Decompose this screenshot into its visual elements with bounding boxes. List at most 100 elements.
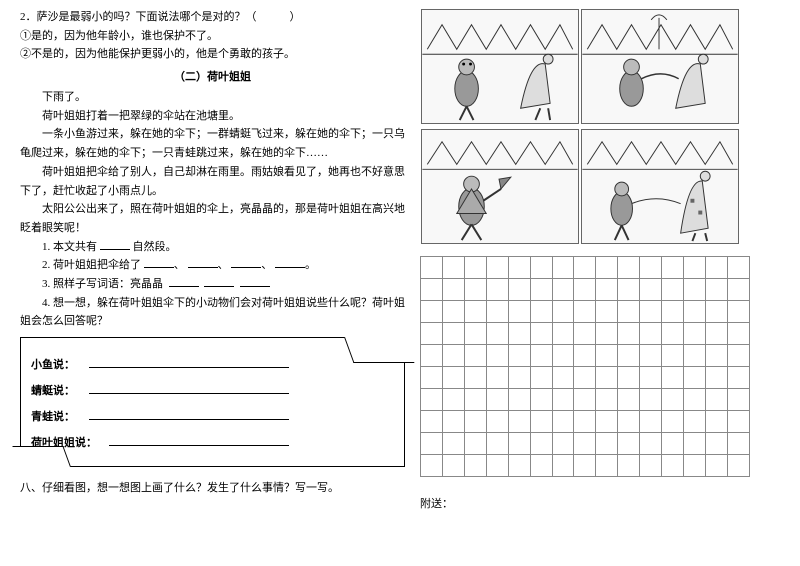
grid-cell[interactable]	[442, 411, 464, 433]
grid-cell[interactable]	[442, 345, 464, 367]
fish-answer[interactable]	[89, 357, 289, 368]
grid-cell[interactable]	[508, 455, 530, 477]
grid-cell[interactable]	[464, 389, 486, 411]
grid-cell[interactable]	[552, 389, 574, 411]
grid-cell[interactable]	[464, 257, 486, 279]
grid-cell[interactable]	[486, 345, 508, 367]
grid-cell[interactable]	[464, 323, 486, 345]
grid-cell[interactable]	[530, 345, 552, 367]
grid-cell[interactable]	[684, 367, 706, 389]
grid-cell[interactable]	[684, 257, 706, 279]
grid-cell[interactable]	[442, 455, 464, 477]
grid-cell[interactable]	[486, 455, 508, 477]
grid-cell[interactable]	[464, 433, 486, 455]
grid-cell[interactable]	[705, 323, 727, 345]
grid-cell[interactable]	[618, 455, 640, 477]
grid-cell[interactable]	[486, 301, 508, 323]
grid-cell[interactable]	[684, 301, 706, 323]
grid-cell[interactable]	[596, 455, 618, 477]
grid-cell[interactable]	[705, 433, 727, 455]
grid-cell[interactable]	[421, 301, 443, 323]
grid-cell[interactable]	[662, 257, 684, 279]
grid-cell[interactable]	[640, 367, 662, 389]
grid-cell[interactable]	[574, 411, 596, 433]
lotus-answer[interactable]	[109, 435, 289, 446]
grid-cell[interactable]	[640, 411, 662, 433]
grid-cell[interactable]	[421, 389, 443, 411]
grid-cell[interactable]	[442, 367, 464, 389]
grid-cell[interactable]	[684, 411, 706, 433]
grid-cell[interactable]	[574, 301, 596, 323]
grid-cell[interactable]	[530, 367, 552, 389]
blank-2[interactable]	[188, 257, 218, 268]
grid-cell[interactable]	[705, 411, 727, 433]
grid-cell[interactable]	[530, 257, 552, 279]
grid-cell[interactable]	[421, 411, 443, 433]
grid-cell[interactable]	[596, 411, 618, 433]
grid-cell[interactable]	[684, 433, 706, 455]
grid-cell[interactable]	[421, 323, 443, 345]
grid-cell[interactable]	[464, 367, 486, 389]
grid-cell[interactable]	[552, 433, 574, 455]
word-blank-3[interactable]	[240, 276, 270, 287]
grid-cell[interactable]	[727, 367, 749, 389]
blank-natural-paragraph[interactable]	[100, 239, 130, 250]
grid-cell[interactable]	[530, 433, 552, 455]
grid-cell[interactable]	[662, 345, 684, 367]
blank-1[interactable]	[144, 257, 174, 268]
grid-cell[interactable]	[486, 257, 508, 279]
grid-cell[interactable]	[662, 279, 684, 301]
grid-cell[interactable]	[486, 323, 508, 345]
grid-cell[interactable]	[727, 301, 749, 323]
grid-cell[interactable]	[662, 301, 684, 323]
grid-cell[interactable]	[530, 411, 552, 433]
grid-cell[interactable]	[464, 301, 486, 323]
grid-cell[interactable]	[662, 433, 684, 455]
grid-cell[interactable]	[684, 389, 706, 411]
grid-cell[interactable]	[640, 433, 662, 455]
grid-cell[interactable]	[640, 455, 662, 477]
grid-cell[interactable]	[552, 455, 574, 477]
grid-cell[interactable]	[508, 411, 530, 433]
grid-cell[interactable]	[552, 257, 574, 279]
grid-cell[interactable]	[508, 257, 530, 279]
grid-cell[interactable]	[574, 323, 596, 345]
grid-cell[interactable]	[684, 323, 706, 345]
grid-cell[interactable]	[640, 279, 662, 301]
grid-cell[interactable]	[662, 367, 684, 389]
blank-3[interactable]	[231, 257, 261, 268]
grid-cell[interactable]	[618, 345, 640, 367]
grid-cell[interactable]	[574, 367, 596, 389]
grid-cell[interactable]	[508, 279, 530, 301]
grid-cell[interactable]	[618, 433, 640, 455]
grid-cell[interactable]	[574, 455, 596, 477]
dragonfly-answer[interactable]	[89, 383, 289, 394]
grid-cell[interactable]	[640, 345, 662, 367]
grid-cell[interactable]	[508, 301, 530, 323]
grid-cell[interactable]	[574, 433, 596, 455]
grid-cell[interactable]	[508, 367, 530, 389]
grid-cell[interactable]	[640, 257, 662, 279]
grid-cell[interactable]	[596, 257, 618, 279]
word-blank-2[interactable]	[204, 276, 234, 287]
grid-cell[interactable]	[421, 367, 443, 389]
grid-cell[interactable]	[705, 279, 727, 301]
writing-grid[interactable]	[420, 256, 780, 477]
grid-cell[interactable]	[486, 279, 508, 301]
grid-cell[interactable]	[574, 389, 596, 411]
grid-cell[interactable]	[574, 279, 596, 301]
grid-cell[interactable]	[508, 345, 530, 367]
grid-cell[interactable]	[552, 411, 574, 433]
grid-cell[interactable]	[727, 455, 749, 477]
grid-cell[interactable]	[684, 279, 706, 301]
grid-cell[interactable]	[596, 323, 618, 345]
grid-cell[interactable]	[464, 455, 486, 477]
grid-cell[interactable]	[530, 301, 552, 323]
grid-cell[interactable]	[640, 323, 662, 345]
grid-cell[interactable]	[486, 389, 508, 411]
grid-cell[interactable]	[530, 323, 552, 345]
grid-cell[interactable]	[442, 389, 464, 411]
grid-cell[interactable]	[508, 433, 530, 455]
grid-cell[interactable]	[705, 345, 727, 367]
grid-cell[interactable]	[552, 323, 574, 345]
